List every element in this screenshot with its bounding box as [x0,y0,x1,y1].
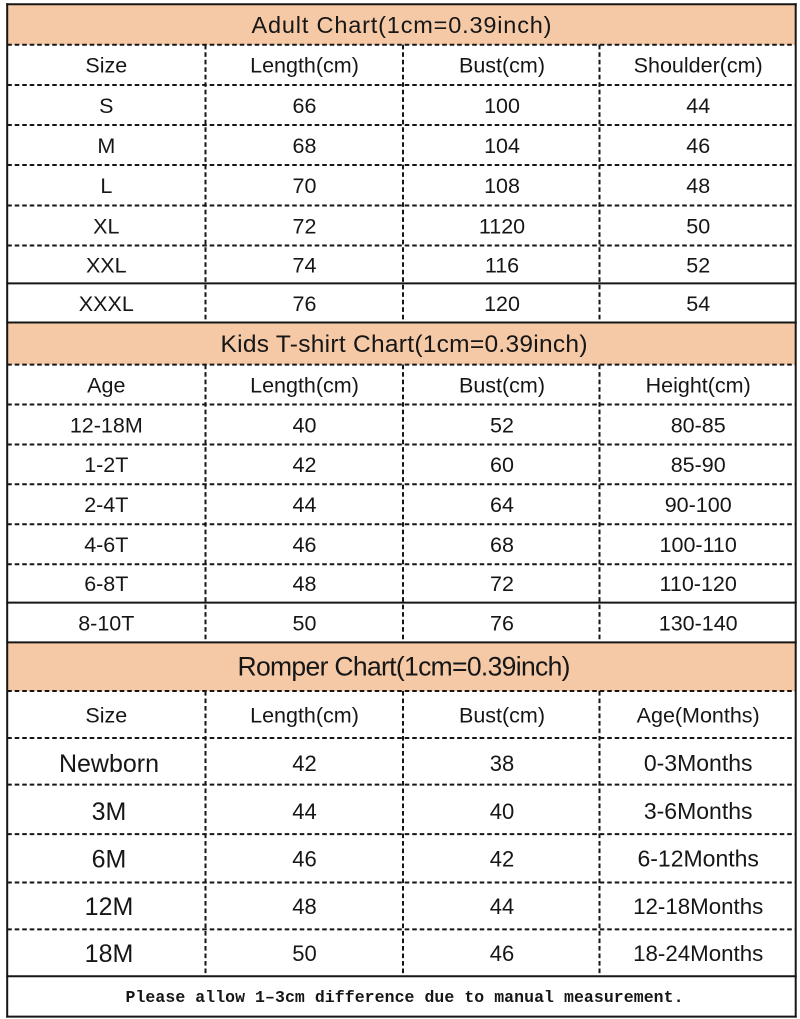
svg-text:42: 42 [293,453,317,477]
svg-text:60: 60 [490,453,514,477]
svg-text:48: 48 [686,174,710,198]
svg-text:Kids T-shirt Chart(1cm=0.39inc: Kids T-shirt Chart(1cm=0.39inch) [221,331,588,358]
svg-text:44: 44 [293,493,317,517]
svg-text:Height(cm): Height(cm) [646,373,751,397]
svg-text:Size: Size [85,703,127,727]
svg-text:XL: XL [93,214,119,238]
svg-text:Please allow 1–3cm difference: Please allow 1–3cm difference due to man… [126,988,684,1007]
svg-text:42: 42 [490,846,514,871]
svg-text:Bust(cm): Bust(cm) [459,54,545,78]
svg-text:50: 50 [293,611,317,635]
svg-text:Shoulder(cm): Shoulder(cm) [634,54,763,78]
svg-text:Romper Chart(1cm=0.39inch): Romper Chart(1cm=0.39inch) [238,652,571,682]
svg-text:120: 120 [484,292,520,316]
svg-text:Age: Age [87,373,125,397]
svg-text:46: 46 [490,941,514,966]
svg-text:6-8T: 6-8T [84,572,128,596]
svg-text:90-100: 90-100 [665,493,732,517]
svg-text:3-6Months: 3-6Months [644,798,753,824]
svg-text:S: S [99,94,113,118]
svg-text:116: 116 [485,253,519,277]
svg-text:52: 52 [686,253,710,277]
svg-text:74: 74 [293,253,317,277]
svg-text:44: 44 [292,799,316,824]
svg-text:0-3Months: 0-3Months [644,750,753,776]
svg-text:6-12Months: 6-12Months [637,846,758,872]
svg-text:M: M [97,134,115,158]
svg-text:64: 64 [490,493,514,517]
svg-text:70: 70 [293,174,317,198]
svg-text:54: 54 [686,292,710,316]
svg-text:68: 68 [490,533,514,557]
svg-text:12M: 12M [85,893,134,921]
svg-text:52: 52 [490,413,514,437]
svg-text:6M: 6M [92,845,127,873]
svg-text:12-18Months: 12-18Months [633,894,763,919]
svg-text:Newborn: Newborn [59,750,159,778]
svg-text:100: 100 [484,94,520,118]
svg-text:48: 48 [293,572,317,596]
svg-text:44: 44 [686,94,710,118]
svg-text:46: 46 [686,134,710,158]
svg-text:Length(cm): Length(cm) [250,703,359,727]
svg-text:1-2T: 1-2T [84,453,128,477]
svg-text:12-18M: 12-18M [70,413,143,437]
svg-text:18M: 18M [85,940,134,968]
svg-text:Age(Months): Age(Months) [637,703,760,727]
svg-text:48: 48 [292,894,316,919]
svg-text:40: 40 [490,799,514,824]
svg-text:130-140: 130-140 [659,611,738,635]
svg-text:46: 46 [293,533,317,557]
svg-text:Bust(cm): Bust(cm) [459,373,545,397]
svg-text:68: 68 [293,134,317,158]
svg-text:46: 46 [292,846,316,871]
svg-text:Length(cm): Length(cm) [250,373,359,397]
svg-text:1120: 1120 [479,214,525,238]
svg-text:L: L [100,174,112,198]
svg-text:66: 66 [293,94,317,118]
svg-text:72: 72 [490,572,514,596]
svg-text:72: 72 [293,214,317,238]
svg-text:100-110: 100-110 [660,533,737,557]
svg-text:110-120: 110-120 [660,572,737,596]
svg-text:4-6T: 4-6T [84,533,128,557]
svg-text:Length(cm): Length(cm) [250,54,359,78]
svg-text:XXXL: XXXL [79,292,134,316]
svg-text:85-90: 85-90 [671,453,726,477]
svg-text:44: 44 [490,894,514,919]
svg-text:XXL: XXL [86,253,127,277]
svg-text:38: 38 [490,751,514,776]
svg-text:42: 42 [292,751,316,776]
svg-text:18-24Months: 18-24Months [633,941,763,966]
svg-text:Size: Size [85,54,127,78]
svg-text:108: 108 [484,174,520,198]
svg-text:2-4T: 2-4T [84,493,128,517]
svg-text:76: 76 [490,611,514,635]
svg-text:40: 40 [293,413,317,437]
svg-text:80-85: 80-85 [671,413,726,437]
svg-text:50: 50 [686,214,710,238]
svg-text:Bust(cm): Bust(cm) [459,703,545,727]
svg-text:104: 104 [484,134,520,158]
svg-text:8-10T: 8-10T [78,611,134,635]
svg-text:Adult Chart(1cm=0.39inch): Adult Chart(1cm=0.39inch) [252,12,552,38]
svg-text:76: 76 [293,292,317,316]
svg-text:3M: 3M [92,798,127,826]
svg-text:50: 50 [292,941,316,966]
